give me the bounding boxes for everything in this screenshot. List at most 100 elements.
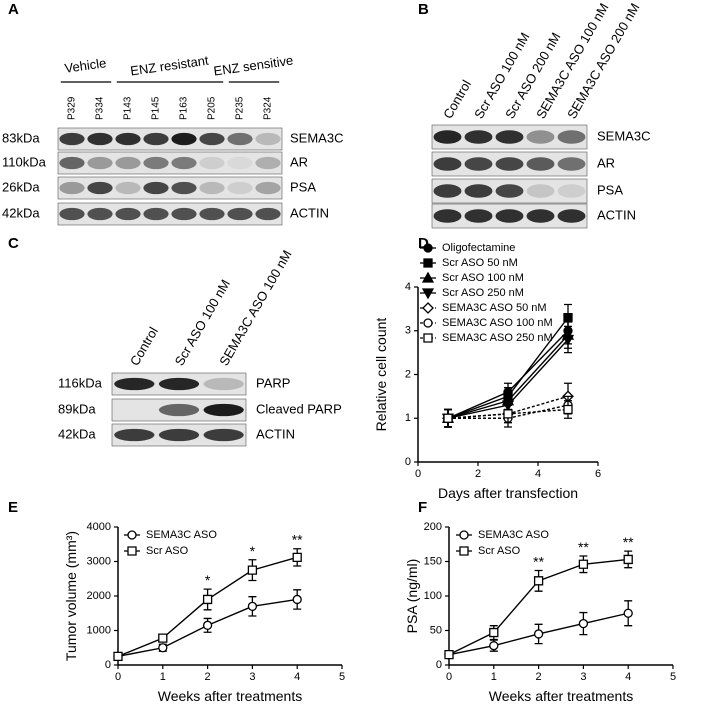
lane-label: P143 [123, 96, 134, 120]
y-tick-label: 100 [424, 590, 442, 602]
panel-label: C [8, 235, 19, 252]
blot-band [495, 184, 524, 198]
marker [623, 554, 633, 565]
blot-band [199, 132, 225, 146]
panel-label: A [8, 1, 19, 18]
marker [489, 641, 499, 651]
marker [292, 552, 302, 563]
marker [421, 271, 435, 283]
protein-label: SEMA3C [290, 130, 343, 145]
marker [127, 546, 137, 556]
marker [422, 302, 434, 314]
blot-band [171, 132, 197, 146]
blot-band [87, 181, 113, 195]
group-label: ENZ sensitive [213, 53, 295, 79]
blot-band [495, 209, 524, 223]
lane-label: P324 [263, 96, 274, 120]
y-tick-label: 0 [436, 659, 442, 671]
blot-band [171, 207, 197, 221]
lane-label: Control [440, 77, 474, 121]
blot-band [199, 207, 225, 221]
protein-label: SEMA3C [597, 128, 650, 143]
marker [423, 243, 433, 253]
blot-band [227, 207, 253, 221]
group-label: ENZ resistant [129, 53, 209, 79]
y-tick-label: 2 [405, 368, 411, 380]
blot-band [557, 209, 586, 223]
x-tick-label: 2 [536, 671, 542, 683]
blot-band [158, 377, 200, 391]
marker [292, 594, 302, 605]
legend-label: SEMA3C ASO [478, 529, 549, 541]
blot-strip [57, 127, 283, 151]
legend-label: Scr ASO [478, 545, 521, 557]
kda-label: 26kDa [2, 179, 40, 194]
blot-band [59, 181, 85, 195]
marker [127, 530, 137, 540]
protein-label: ACTIN [597, 207, 636, 222]
blot-band [171, 156, 197, 170]
marker [113, 651, 123, 662]
marker [421, 288, 435, 300]
marker [503, 409, 513, 419]
blot-band [87, 156, 113, 170]
protein-label: PSA [290, 179, 316, 194]
marker [533, 629, 544, 639]
marker [158, 643, 168, 653]
x-tick-label: 0 [415, 468, 421, 480]
y-tick-label: 50 [430, 624, 442, 636]
x-axis-label: Weeks after treatments [158, 688, 302, 704]
blot-band [115, 181, 141, 195]
blot-band [433, 209, 462, 223]
x-tick-label: 4 [625, 671, 631, 683]
protein-label: ACTIN [256, 426, 295, 441]
panel-label: D [418, 235, 429, 252]
y-tick-label: 0 [405, 456, 411, 468]
blot-band [59, 207, 85, 221]
kda-label: 42kDa [58, 426, 96, 441]
blot-band [87, 132, 113, 146]
marker [443, 413, 453, 423]
blot-band [255, 156, 281, 170]
y-tick-label: 4000 [87, 521, 111, 533]
marker [444, 650, 454, 660]
blot-band [557, 184, 586, 198]
marker [459, 530, 469, 540]
marker [623, 608, 633, 618]
y-tick-label: 3 [405, 325, 411, 337]
x-tick-label: 1 [160, 671, 166, 683]
lane-label: P145 [151, 96, 162, 120]
x-tick-label: 3 [580, 671, 586, 683]
lane-label: P235 [235, 96, 246, 120]
y-tick-label: 2000 [87, 590, 111, 602]
protein-label: PARP [256, 375, 290, 390]
legend-label: SEMA3C ASO [146, 529, 217, 541]
panel-label: E [8, 499, 18, 516]
marker [563, 312, 573, 323]
marker [202, 594, 213, 605]
blot-band [526, 209, 555, 223]
legend-label: Oligofectamine [442, 242, 515, 254]
significance: * [205, 572, 211, 588]
kda-label: 116kDa [58, 375, 103, 390]
x-tick-label: 6 [595, 468, 601, 480]
marker [578, 559, 589, 569]
kda-label: 110kDa [2, 154, 47, 169]
x-axis-label: Days after transfection [438, 485, 578, 501]
x-tick-label: 2 [205, 671, 211, 683]
blot-band [227, 156, 253, 170]
protein-label: AR [290, 154, 308, 169]
blot-band [526, 157, 555, 171]
x-tick-label: 5 [670, 671, 676, 683]
protein-label: Cleaved PARP [256, 401, 342, 416]
panel-label: F [418, 499, 427, 516]
blot-band [203, 377, 244, 391]
significance: * [250, 543, 256, 559]
y-tick-label: 150 [424, 555, 442, 567]
series [444, 550, 633, 660]
blot-band [464, 209, 493, 223]
blot-band [158, 428, 200, 442]
blot-band [227, 132, 253, 146]
x-tick-label: 0 [115, 671, 121, 683]
lane-label: P329 [67, 96, 78, 120]
